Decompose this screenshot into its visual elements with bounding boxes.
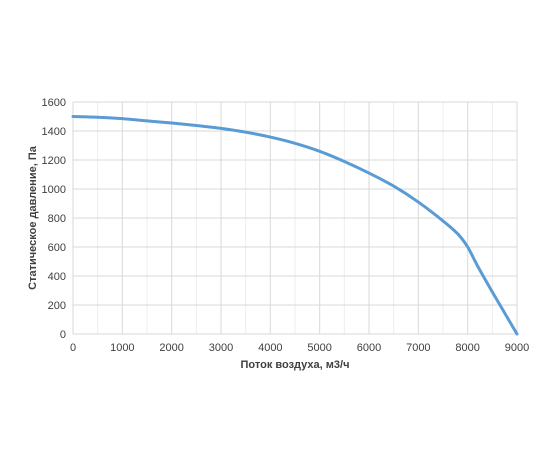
x-tick-label: 8000 xyxy=(455,342,479,354)
y-tick-label: 200 xyxy=(48,300,66,312)
y-tick-label: 1000 xyxy=(42,184,66,196)
y-tick-label: 800 xyxy=(48,213,66,225)
x-tick-label: 5000 xyxy=(307,342,331,354)
y-tick-label: 600 xyxy=(48,242,66,254)
y-tick-label: 0 xyxy=(60,329,66,341)
x-tick-label: 6000 xyxy=(357,342,381,354)
x-tick-label: 4000 xyxy=(258,342,282,354)
y-tick-label: 1400 xyxy=(42,126,66,138)
x-tick-label: 7000 xyxy=(406,342,430,354)
x-axis-title: Поток воздуха, м3/ч xyxy=(241,359,350,371)
x-tick-label: 1000 xyxy=(110,342,134,354)
x-tick-label: 9000 xyxy=(505,342,529,354)
y-axis-title: Статическое давление, Па xyxy=(27,145,39,290)
x-tick-label: 3000 xyxy=(209,342,233,354)
grid xyxy=(72,101,518,335)
x-tick-label: 2000 xyxy=(159,342,183,354)
x-tick-label: 0 xyxy=(70,342,76,354)
y-tick-label: 1200 xyxy=(42,155,66,167)
y-tick-label: 1600 xyxy=(42,97,66,109)
series-line xyxy=(71,115,519,336)
tick-labels: 0 1000 2000 3000 4000 5000 6000 7000 8000 9000 0 20… xyxy=(42,97,530,354)
y-tick-label: 400 xyxy=(48,271,66,283)
series xyxy=(71,115,519,336)
